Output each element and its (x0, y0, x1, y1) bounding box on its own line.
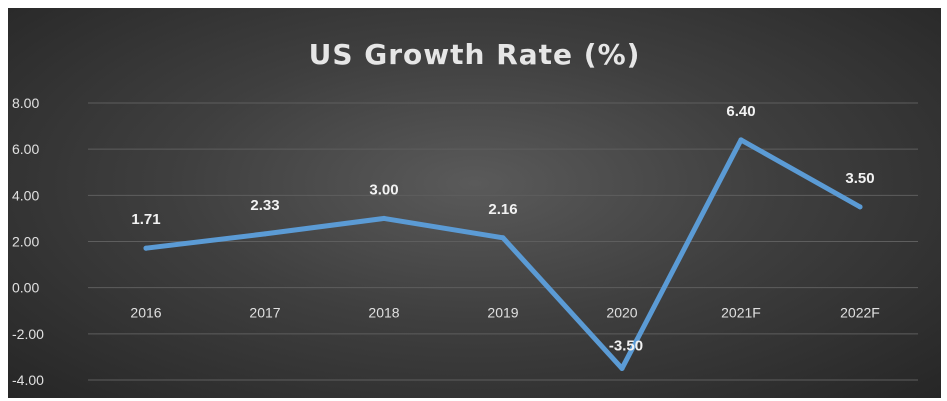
x-tick-label: 2020 (606, 305, 637, 321)
x-tick-label: 2021F (721, 305, 761, 321)
data-label: 3.00 (369, 181, 398, 198)
data-label: 1.71 (131, 211, 160, 228)
chart-title: US Growth Rate (%) (308, 38, 641, 71)
data-point (381, 215, 387, 221)
data-point (619, 365, 625, 371)
y-tick-label: 6.00 (12, 141, 39, 157)
data-point (738, 137, 744, 143)
gridlines (88, 102, 918, 381)
data-point (262, 231, 268, 237)
data-point (500, 235, 506, 241)
data-label: 2.33 (250, 197, 279, 214)
series-line-group (143, 137, 863, 371)
x-tick-label: 2018 (368, 305, 399, 321)
x-tick-label: 2016 (130, 305, 161, 321)
y-tick-label: -2.00 (12, 326, 44, 342)
data-label: -3.50 (609, 337, 643, 354)
data-label: 2.16 (488, 201, 517, 218)
y-axis-ticks: 8.00 6.00 4.00 2.00 0.00 -2.00 -4.00 (12, 95, 44, 388)
x-tick-label: 2019 (487, 305, 518, 321)
y-tick-label: 8.00 (12, 95, 39, 111)
data-point (857, 204, 863, 210)
x-tick-label: 2017 (249, 305, 280, 321)
data-label: 6.40 (726, 103, 755, 120)
y-tick-label: 2.00 (12, 234, 39, 250)
line-chart: 8.006.004.002.000.00-2.00-4.00 2016 2017 2… (12, 95, 918, 388)
x-tick-label: 2022F (840, 305, 880, 321)
y-tick-label: 0.00 (12, 280, 39, 296)
data-labels: 1.71 2.33 3.00 2.16 -3.50 6.40 3.50 (131, 103, 874, 355)
y-tick-label: -4.00 (12, 372, 44, 388)
data-label: 3.50 (845, 170, 874, 187)
y-tick-label: 4.00 (12, 187, 39, 203)
data-point (143, 245, 149, 251)
chart-frame: US Growth Rate (%) 8.00 6.00 4.00 2.00 0.00 -… (8, 8, 941, 398)
x-axis-ticks: 2016 2017 2018 2019 2020 2021F 2022F (130, 305, 879, 321)
